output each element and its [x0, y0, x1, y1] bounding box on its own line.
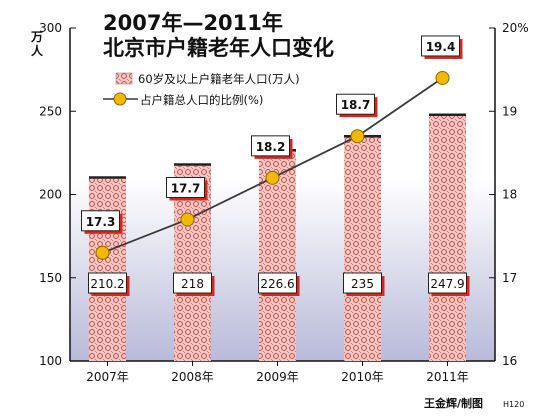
- line-series: 17.3 17.7 18.2 18.7 19.4: [81, 35, 463, 260]
- ratio-point: [180, 212, 195, 227]
- left-tick-label: 200: [39, 188, 62, 202]
- bar: [259, 150, 296, 361]
- point-value-label: 17.7: [171, 181, 201, 195]
- x-axis-labels: 2007年 2008年 2009年 2010年 2011年: [86, 361, 469, 384]
- point-value-box: [421, 35, 460, 57]
- left-axis-ticks: 300 250 200 150 100: [39, 21, 76, 368]
- bar-series: 210.2 218 226.6 235 247.9: [88, 113, 470, 362]
- bar-value-label: 210.2: [90, 277, 124, 291]
- ratio-point: [350, 129, 365, 144]
- legend-point-swatch: [113, 92, 127, 106]
- chart-title-line2: 北京市户籍老年人口变化: [103, 36, 334, 60]
- bar-value-label: 235: [351, 277, 374, 291]
- bar-value-box: [88, 272, 127, 294]
- point-value-label: 17.3: [86, 215, 116, 229]
- left-axis-unit-char-1: 万: [30, 30, 43, 44]
- right-tick-label: 16: [502, 354, 517, 368]
- credit-text: 王金辉/制图: [424, 396, 483, 410]
- left-tick-label: 100: [39, 354, 62, 368]
- bar: [429, 114, 466, 362]
- point-value-box: [251, 135, 290, 157]
- ratio-point: [95, 245, 110, 260]
- bar-value-box: [173, 272, 212, 294]
- left-axis-unit-char-2: 人: [31, 43, 44, 58]
- bar-value-label: 226.6: [260, 277, 294, 291]
- right-axis-ticks: 20% 19 18 17 16: [489, 21, 529, 368]
- point-value-label: 18.7: [341, 98, 371, 112]
- bar-value-label: 218: [181, 277, 204, 291]
- point-value-box: [166, 176, 205, 198]
- bar-value-box: [258, 272, 297, 294]
- left-tick-label: 300: [39, 21, 62, 35]
- ratio-point: [265, 170, 280, 185]
- x-tick-label: 2007年: [86, 370, 129, 384]
- point-value-box: [81, 210, 120, 232]
- legend-bar-swatch: [115, 72, 133, 85]
- x-tick-label: 2011年: [426, 370, 469, 384]
- point-value-box: [336, 93, 375, 115]
- right-tick-label: 18: [502, 188, 517, 202]
- left-tick-label: 250: [39, 104, 62, 118]
- point-value-label: 18.2: [256, 140, 286, 154]
- bar: [89, 177, 126, 361]
- right-tick-label: 19: [502, 104, 517, 118]
- x-tick-label: 2010年: [341, 370, 384, 384]
- chart-title-line1: 2007年—2011年: [103, 11, 283, 35]
- point-value-label: 19.4: [426, 40, 456, 54]
- bar-value-box: [428, 272, 467, 294]
- bar-value-box: [343, 272, 382, 294]
- legend-line-label: 占户籍总人口的比例(%): [140, 93, 263, 107]
- x-tick-label: 2008年: [171, 370, 214, 384]
- code-text: H120: [503, 400, 524, 409]
- ratio-point: [435, 70, 450, 85]
- x-tick-label: 2009年: [256, 370, 299, 384]
- left-tick-label: 150: [39, 271, 62, 285]
- right-tick-label: 20%: [502, 21, 529, 35]
- right-tick-label: 17: [502, 271, 517, 285]
- bar: [344, 136, 381, 361]
- bar-value-label: 247.9: [430, 277, 464, 291]
- legend-bar-label: 60岁及以上户籍老年人口(万人): [138, 72, 300, 86]
